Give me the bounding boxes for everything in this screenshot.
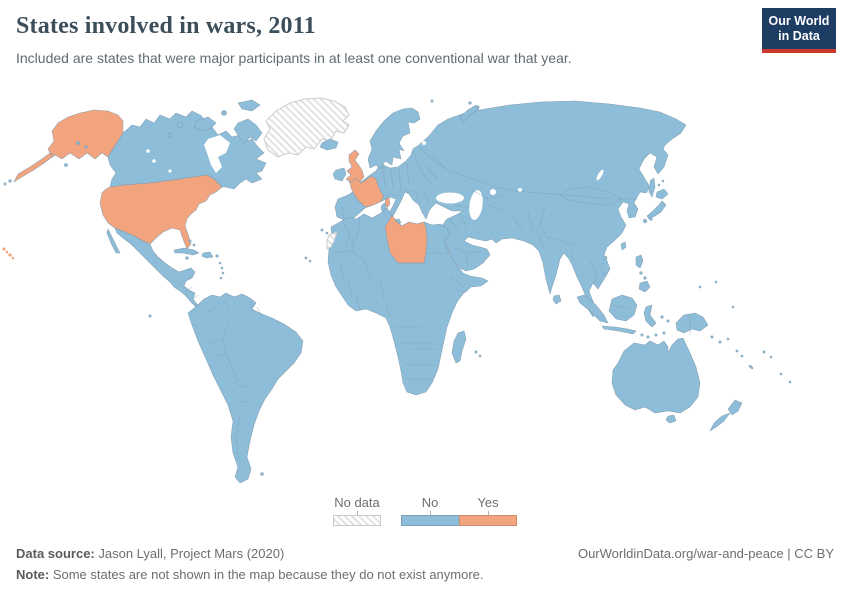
inland-seas [422,141,604,220]
south-america-islands[interactable] [148,314,264,476]
page-title: States involved in wars, 2011 [16,13,316,39]
island-zealand[interactable] [382,165,386,169]
region-scandinavia[interactable] [367,107,421,170]
country-ireland[interactable] [332,167,347,182]
country-united-kingdom[interactable] [345,149,365,184]
note-label: Note: [16,567,50,582]
island-tasmania[interactable] [665,414,677,424]
owid-link[interactable]: OurWorldinData.org/war-and-peace | CC BY [577,546,834,561]
chart-subtitle: Included are states that were major part… [16,50,572,66]
region-indonesia[interactable] [576,294,670,339]
arctic-islands[interactable] [430,99,480,109]
chart-header: States involved in wars, 2011 Included a… [16,13,750,67]
country-united-states-hawaii[interactable] [2,247,15,260]
pacific-islands[interactable] [698,280,792,384]
legend-swatch-no-data[interactable] [333,515,381,526]
novaya-zemlya[interactable] [459,104,480,123]
legend-label-no: No [421,495,439,510]
africa-small-islands[interactable] [304,228,482,358]
legend-tick [429,511,431,515]
data-source-label: Data source: [16,546,95,561]
island-new-guinea[interactable] [675,312,709,334]
chart-footer: Data source: Jason Lyall, Project Mars (… [16,543,834,585]
country-borders [177,146,691,460]
legend-bar: No Yes [401,495,517,526]
legend-item-no[interactable]: No [401,495,459,526]
legend-swatch-yes[interactable] [459,515,517,526]
country-libya[interactable] [384,214,428,264]
legend-swatch-no[interactable] [401,515,459,526]
island-corsica[interactable] [384,196,391,209]
data-source-text: Jason Lyall, Project Mars (2020) [94,546,285,561]
baja-california[interactable] [106,228,121,254]
owid-logo-line2: in Data [778,29,820,43]
legend-label-no-data: No data [334,495,380,510]
map-legend: No data No Yes [333,495,517,526]
aleutian-islands[interactable] [3,141,88,186]
chart-note: Note: Some states are not shown in the m… [16,564,834,585]
owid-logo-line1: Our World [768,14,830,28]
continent-south-america[interactable] [187,292,304,484]
country-taiwan[interactable] [620,241,627,251]
country-philippines[interactable] [635,254,651,293]
canada-arctic-islands[interactable] [167,99,263,144]
country-australia[interactable] [611,337,701,414]
data-source: Data source: Jason Lyall, Project Mars (… [16,543,284,564]
country-greenland[interactable] [263,97,350,158]
world-map [0,95,850,491]
country-united-states[interactable] [99,174,223,250]
kuril-islands[interactable] [657,179,665,187]
country-new-zealand[interactable] [709,399,743,432]
legend-item-yes[interactable]: Yes [459,495,517,526]
note-text: Some states are not shown in the map bec… [49,567,484,582]
region-western-sahara[interactable] [326,231,338,250]
country-mexico-central-america[interactable] [114,227,206,313]
legend-label-yes: Yes [477,495,499,510]
continent-eurasia[interactable] [334,100,687,318]
country-iceland[interactable] [319,138,339,151]
country-japan[interactable] [642,188,669,224]
island-hainan[interactable] [602,255,608,261]
country-sri-lanka[interactable] [552,294,562,305]
caribbean-islands[interactable] [173,239,225,280]
island-sakhalin[interactable] [648,177,656,198]
country-france[interactable] [349,175,385,208]
legend-tick [487,511,489,515]
legend-tick [356,511,358,515]
country-madagascar[interactable] [451,330,467,364]
legend-item-no-data[interactable]: No data [333,495,381,526]
country-united-states-alaska[interactable] [13,109,124,183]
owid-logo[interactable]: Our World in Data [762,8,836,53]
